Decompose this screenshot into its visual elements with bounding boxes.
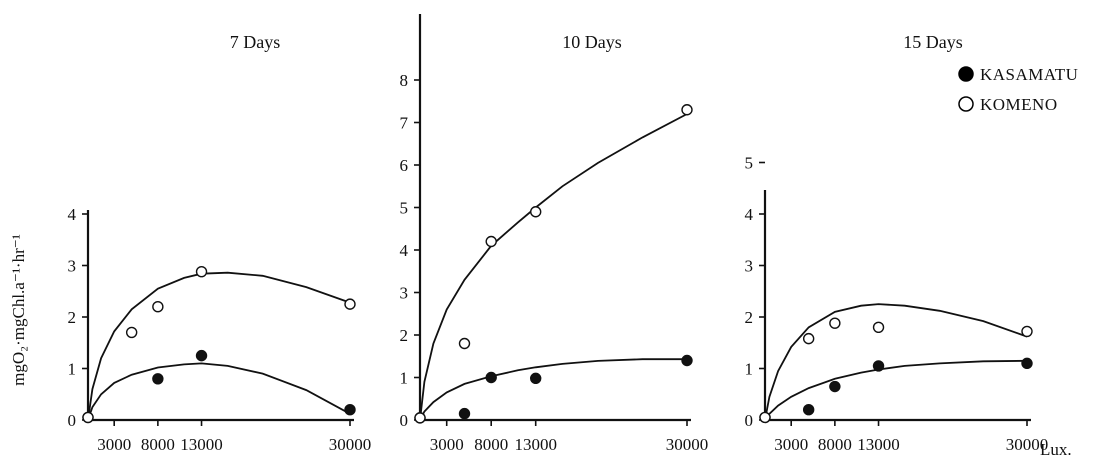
- y-tick-label: 0: [400, 411, 409, 430]
- data-point-kasamatu: [530, 372, 542, 385]
- fit-curve-komeno: [419, 113, 688, 421]
- data-point-kasamatu: [485, 371, 497, 384]
- data-point-kasamatu: [829, 380, 841, 393]
- legend-marker-komeno: [958, 96, 974, 112]
- legend-label-kasamatu: KASAMATU: [980, 65, 1078, 84]
- data-point-kasamatu: [681, 354, 693, 367]
- y-tick-label: 1: [745, 360, 754, 379]
- x-axis-unit-label: Lux.: [1040, 440, 1072, 459]
- y-tick-label: 2: [745, 308, 754, 327]
- y-tick-label: 0: [745, 411, 754, 430]
- fit-curve-kasamatu: [764, 359, 1028, 421]
- data-point-komeno: [344, 298, 356, 310]
- y-tick-label: 3: [400, 284, 409, 303]
- data-point-komeno: [82, 411, 94, 424]
- x-tick-label: 13000: [514, 435, 557, 454]
- x-tick-label: 8000: [141, 435, 175, 454]
- x-tick-label: 30000: [1006, 435, 1049, 454]
- legend: KASAMATU KOMENO: [958, 65, 1078, 114]
- fit-curve-kasamatu: [87, 362, 351, 421]
- x-tick-label: 13000: [180, 435, 223, 454]
- x-tick-label: 3000: [430, 435, 464, 454]
- data-point-komeno: [1021, 325, 1033, 338]
- x-tick-label: 30000: [329, 435, 372, 454]
- data-point-komeno: [152, 301, 164, 313]
- fit-curve-komeno: [764, 303, 1028, 421]
- data-point-komeno: [530, 206, 542, 218]
- data-point-kasamatu: [458, 407, 471, 420]
- fit-curve-kasamatu: [419, 358, 687, 421]
- panel-title: 10 Days: [562, 32, 622, 52]
- legend-label-komeno: KOMENO: [980, 95, 1058, 114]
- chart-panel-1: 7 Days 0 1 2 3 4 3000 8000 13000 30000: [68, 32, 372, 454]
- y-tick-label: 2: [400, 326, 409, 345]
- y-tick-label: 0: [68, 411, 77, 430]
- x-tick-label: 30000: [666, 435, 709, 454]
- data-point-kasamatu: [195, 349, 208, 362]
- y-tick-label: 1: [68, 360, 77, 379]
- data-point-komeno: [759, 411, 771, 424]
- data-point-komeno: [802, 332, 815, 345]
- data-point-komeno: [485, 235, 497, 248]
- y-tick-label: 3: [68, 257, 77, 276]
- data-point-komeno: [872, 321, 885, 333]
- y-tick-label: 4: [68, 205, 77, 224]
- data-point-komeno: [414, 412, 426, 424]
- panel-title: 15 Days: [903, 32, 963, 52]
- y-tick-label: 7: [400, 114, 409, 133]
- y-tick-label: 2: [68, 308, 77, 327]
- data-point-kasamatu: [872, 360, 885, 372]
- x-tick-label: 13000: [857, 435, 900, 454]
- chart-panel-3: 15 Days 0 1 2 3 4 5 3000 8000 13000 30000: [745, 32, 1049, 454]
- y-tick-label: 1: [400, 369, 409, 388]
- data-point-komeno: [829, 317, 841, 329]
- data-point-komeno: [681, 104, 693, 116]
- x-tick-label: 3000: [97, 435, 131, 454]
- data-point-kasamatu: [344, 404, 356, 416]
- data-point-kasamatu: [1021, 357, 1033, 370]
- y-tick-label: 5: [400, 199, 409, 218]
- y-tick-label: 4: [745, 205, 754, 224]
- x-tick-label: 3000: [774, 435, 808, 454]
- data-point-kasamatu: [152, 373, 164, 385]
- y-tick-label: 6: [400, 156, 409, 175]
- legend-marker-kasamatu: [958, 66, 974, 82]
- data-point-komeno: [125, 326, 138, 339]
- data-point-komeno: [458, 337, 471, 350]
- y-tick-label: 8: [400, 71, 409, 90]
- data-point-kasamatu: [802, 404, 815, 416]
- chart-panel-2: 10 Days 0 1 2 3 4 5 6 7 8 3000 8000 13000 30000: [400, 14, 709, 454]
- y-axis-label: mgO₂·mgChl.a⁻¹·hr⁻¹: [9, 234, 28, 386]
- x-tick-label: 8000: [818, 435, 852, 454]
- y-tick-label: 3: [745, 257, 754, 276]
- y-tick-label: 4: [400, 241, 409, 260]
- fit-curve-komeno: [87, 271, 351, 421]
- y-tick-label: 5: [745, 154, 754, 173]
- data-point-komeno: [195, 265, 208, 278]
- x-tick-label: 8000: [474, 435, 508, 454]
- panel-title: 7 Days: [230, 32, 281, 52]
